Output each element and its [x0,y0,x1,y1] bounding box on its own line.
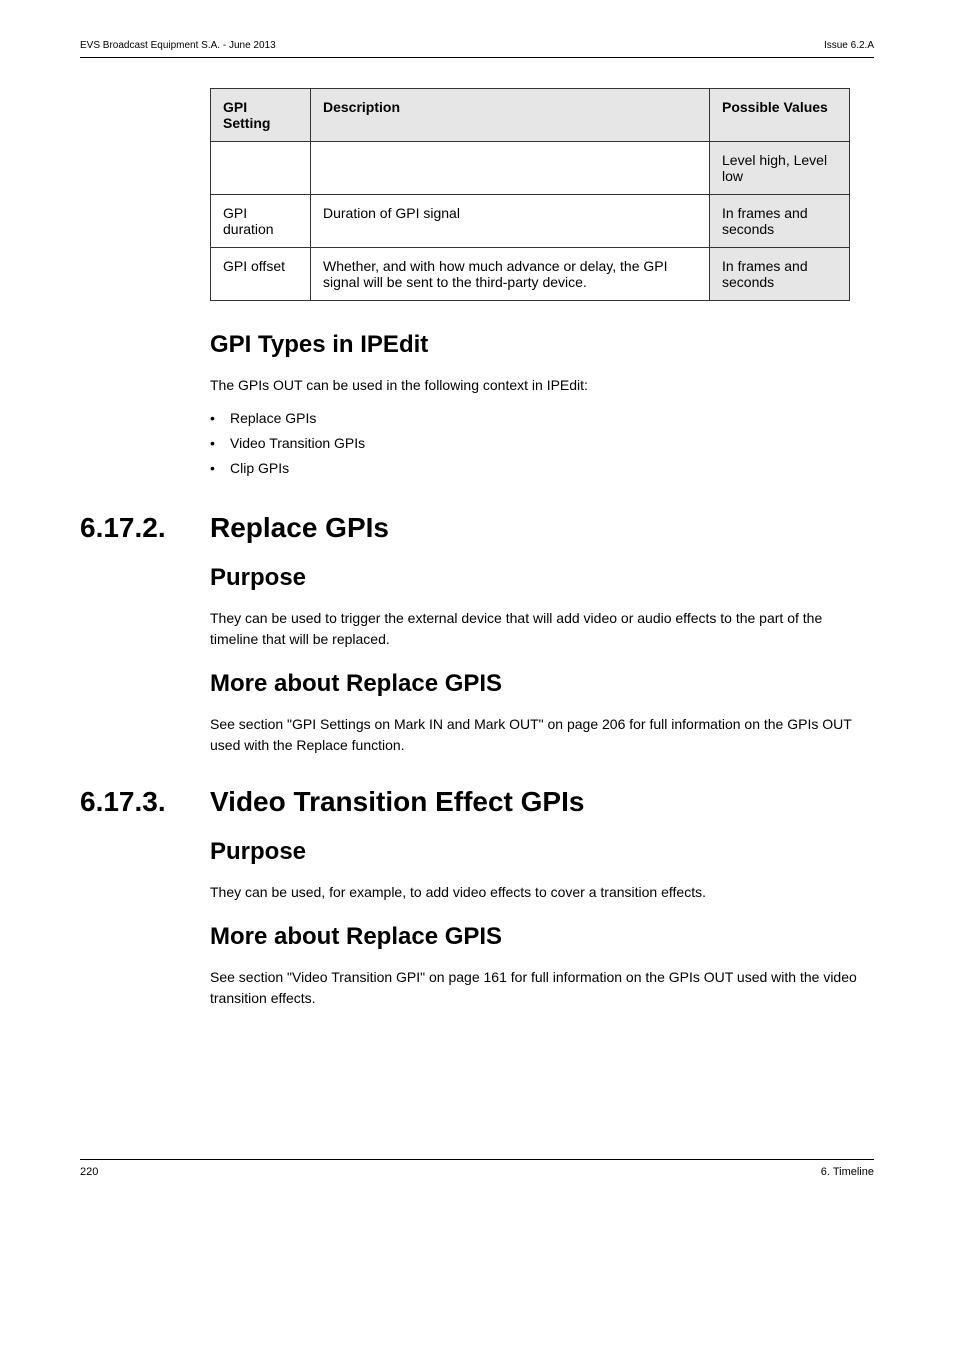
gpi-settings-table: GPI Setting Description Possible Values … [210,88,850,301]
cell [211,142,311,195]
more-text: See section "GPI Settings on Mark IN and… [210,714,874,756]
section-number: 6.17.2. [80,512,210,544]
cell: Whether, and with how much advance or de… [311,248,710,301]
cell: Level high, Level low [710,142,850,195]
purpose-text: They can be used, for example, to add vi… [210,882,874,903]
section-title: Replace GPIs [210,512,389,544]
cell: Duration of GPI signal [311,195,710,248]
th-description: Description [311,89,710,142]
section-6-17-3: 6.17.3. Video Transition Effect GPIs [80,786,874,818]
header-left: EVS Broadcast Equipment S.A. - June 2013 [80,40,276,51]
th-values: Possible Values [710,89,850,142]
list-item: Video Transition GPIs [210,431,874,456]
table-row: GPI duration Duration of GPI signal In f… [211,195,850,248]
page-footer: 220 6. Timeline [80,1159,874,1178]
gpi-types-heading: GPI Types in IPEdit [210,331,874,359]
list-item: Replace GPIs [210,406,874,431]
section-number: 6.17.3. [80,786,210,818]
table-header-row: GPI Setting Description Possible Values [211,89,850,142]
page-number: 220 [80,1166,98,1178]
cell: In frames and seconds [710,195,850,248]
section-title: Video Transition Effect GPIs [210,786,584,818]
more-heading: More about Replace GPIS [210,670,874,698]
page-header: EVS Broadcast Equipment S.A. - June 2013… [80,40,874,58]
th-setting: GPI Setting [211,89,311,142]
list-item: Clip GPIs [210,456,874,481]
section-6-17-2: 6.17.2. Replace GPIs [80,512,874,544]
cell: In frames and seconds [710,248,850,301]
footer-chapter: 6. Timeline [821,1166,874,1178]
gpi-types-intro: The GPIs OUT can be used in the followin… [210,375,874,396]
purpose-heading: Purpose [210,838,874,866]
table-row: GPI offset Whether, and with how much ad… [211,248,850,301]
cell [311,142,710,195]
cell: GPI offset [211,248,311,301]
gpi-types-list: Replace GPIs Video Transition GPIs Clip … [210,406,874,482]
header-right: Issue 6.2.A [824,40,874,51]
table-row: Level high, Level low [211,142,850,195]
cell: GPI duration [211,195,311,248]
purpose-text: They can be used to trigger the external… [210,608,874,650]
more-heading: More about Replace GPIS [210,923,874,951]
more-text: See section "Video Transition GPI" on pa… [210,967,874,1009]
purpose-heading: Purpose [210,564,874,592]
